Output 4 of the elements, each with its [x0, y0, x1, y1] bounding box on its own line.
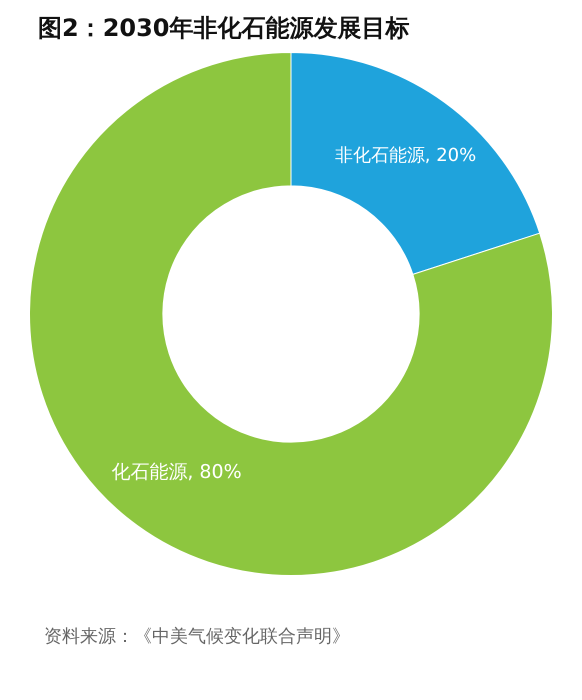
chart-title: 图2：2030年非化石能源发展目标 [37, 13, 410, 44]
slice-label: 化石能源, 80% [111, 460, 242, 485]
slice-label: 非化石能源, 20% [334, 144, 476, 168]
text: 资料来源：《中美气候变化联合声明》 [43, 625, 351, 648]
